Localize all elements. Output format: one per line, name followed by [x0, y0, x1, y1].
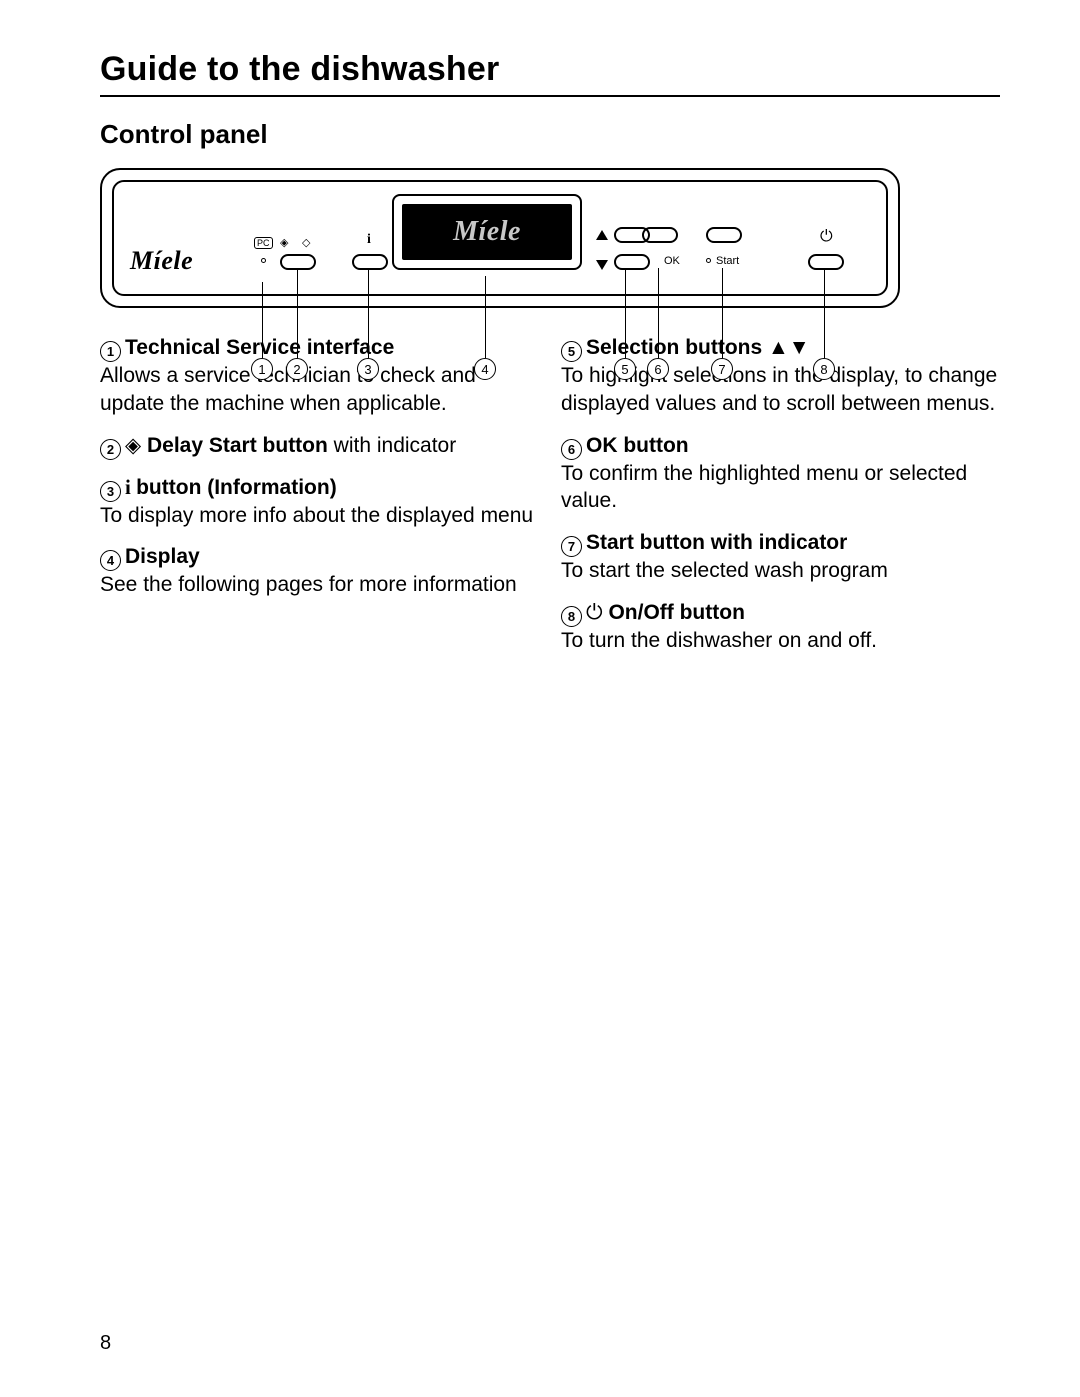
- legend-heading: 1Technical Service interface: [100, 334, 539, 362]
- callout-marker-2: 2: [286, 358, 308, 380]
- legend-heading-suffix: with indicator: [328, 434, 456, 457]
- service-led-icon: [261, 258, 266, 263]
- page-number: 8: [100, 1332, 111, 1355]
- legend-heading-text: button (Information): [136, 476, 337, 499]
- start-led-icon: [706, 258, 711, 263]
- legend-right-column: 5Selection buttons ▲▼To highlight select…: [561, 334, 1000, 669]
- brand-logo-text: Míele: [130, 246, 193, 276]
- display-inset: Míele: [402, 204, 572, 260]
- page-title: Guide to the dishwasher: [100, 50, 1000, 89]
- legend-symbol-icon: ◈: [125, 434, 147, 457]
- leader-line: [297, 268, 298, 358]
- power-button[interactable]: [808, 254, 844, 270]
- legend-number-icon: 2: [100, 439, 121, 460]
- legend-number-icon: 3: [100, 481, 121, 502]
- panel-frame-outer: Míele PC ◈ ◇ i Míele OK: [100, 168, 900, 308]
- legend-item-7: 7Start button with indicatorTo start the…: [561, 529, 1000, 585]
- callout-marker-1: 1: [251, 358, 273, 380]
- legend-symbol-icon: ⏻: [586, 601, 608, 624]
- legend: 1Technical Service interfaceAllows a ser…: [100, 334, 1000, 669]
- legend-number-icon: 4: [100, 550, 121, 571]
- section-heading: Control panel: [100, 119, 1000, 150]
- legend-heading-text: OK button: [586, 434, 689, 457]
- leader-line: [368, 268, 369, 358]
- legend-heading-text: Selection buttons: [586, 336, 768, 359]
- title-rule: [100, 95, 1000, 97]
- start-button[interactable]: [706, 227, 742, 243]
- legend-heading: 2◈ Delay Start button with indicator: [100, 432, 539, 460]
- legend-item-2: 2◈ Delay Start button with indicator: [100, 432, 539, 460]
- legend-number-icon: 1: [100, 341, 121, 362]
- power-icon: ⏻: [820, 228, 833, 246]
- callout-marker-3: 3: [357, 358, 379, 380]
- info-button[interactable]: [352, 254, 388, 270]
- leader-line: [262, 282, 263, 358]
- legend-body-text: See the following pages for more informa…: [100, 571, 539, 599]
- leader-line: [722, 268, 723, 358]
- diamond-icon: ◇: [302, 236, 310, 249]
- legend-heading-suffix: ▲▼: [768, 336, 810, 359]
- legend-number-icon: 6: [561, 439, 582, 460]
- legend-body-text: To turn the dishwasher on and off.: [561, 627, 1000, 655]
- info-icon: i: [367, 232, 371, 248]
- pc-icon: PC: [254, 237, 273, 249]
- up-arrow-icon: [596, 230, 608, 240]
- control-panel-diagram: Míele PC ◈ ◇ i Míele OK: [100, 168, 920, 308]
- legend-item-1: 1Technical Service interfaceAllows a ser…: [100, 334, 539, 418]
- leader-line: [658, 268, 659, 358]
- legend-left-column: 1Technical Service interfaceAllows a ser…: [100, 334, 539, 669]
- legend-body-text: To start the selected wash program: [561, 557, 1000, 585]
- legend-body-text: To confirm the highlighted menu or selec…: [561, 460, 1000, 515]
- legend-heading-text: On/Off button: [608, 601, 744, 624]
- delay-start-button[interactable]: [280, 254, 316, 270]
- leader-line: [625, 268, 626, 358]
- legend-number-icon: 5: [561, 341, 582, 362]
- legend-heading-text: Display: [125, 545, 200, 568]
- down-button[interactable]: [614, 254, 650, 270]
- legend-heading-text: Delay Start button: [147, 434, 328, 457]
- callout-marker-7: 7: [711, 358, 733, 380]
- leader-line: [485, 276, 486, 358]
- leader-line: [824, 268, 825, 358]
- legend-item-6: 6OK buttonTo confirm the highlighted men…: [561, 432, 1000, 516]
- legend-symbol-icon: i: [125, 475, 136, 499]
- legend-body-text: To display more info about the displayed…: [100, 502, 539, 530]
- down-arrow-icon: [596, 260, 608, 270]
- callout-marker-6: 6: [647, 358, 669, 380]
- legend-number-icon: 8: [561, 606, 582, 627]
- manual-page: Guide to the dishwasher Control panel Mí…: [0, 0, 1080, 1397]
- callout-marker-4: 4: [474, 358, 496, 380]
- legend-item-8: 8⏻ On/Off buttonTo turn the dishwasher o…: [561, 599, 1000, 655]
- legend-number-icon: 7: [561, 536, 582, 557]
- display-brand-text: Míele: [453, 216, 521, 248]
- legend-heading: 6OK button: [561, 432, 1000, 460]
- ok-label: OK: [664, 255, 680, 267]
- ok-button[interactable]: [642, 227, 678, 243]
- delay-icon: ◈: [280, 236, 288, 249]
- legend-heading: 7Start button with indicator: [561, 529, 1000, 557]
- legend-item-4: 4DisplaySee the following pages for more…: [100, 543, 539, 599]
- callout-marker-5: 5: [614, 358, 636, 380]
- callout-marker-8: 8: [813, 358, 835, 380]
- legend-heading-text: Technical Service interface: [125, 336, 394, 359]
- legend-heading: 3i button (Information): [100, 474, 539, 502]
- legend-heading: 4Display: [100, 543, 539, 571]
- legend-item-3: 3i button (Information)To display more i…: [100, 474, 539, 530]
- display-screen: Míele: [392, 194, 582, 270]
- start-label: Start: [716, 255, 739, 267]
- legend-heading: 8⏻ On/Off button: [561, 599, 1000, 627]
- legend-heading-text: Start button with indicator: [586, 531, 847, 554]
